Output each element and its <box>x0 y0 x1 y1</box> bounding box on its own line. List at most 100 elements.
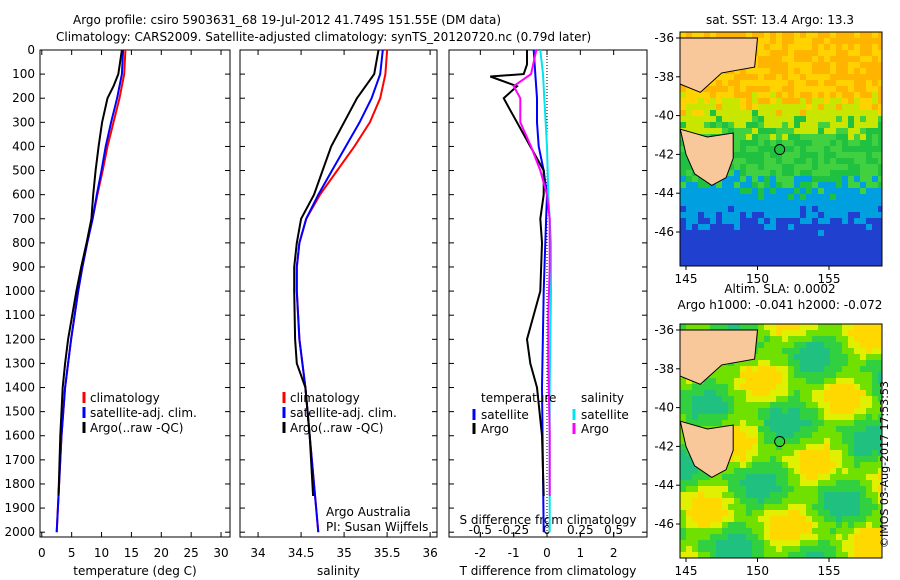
field-cell <box>794 486 800 492</box>
field-cell <box>800 218 806 224</box>
field-cell <box>812 68 818 74</box>
legend-label: Argo(..raw -QC) <box>90 421 183 435</box>
field-cell <box>776 438 782 444</box>
field-cell <box>806 152 812 158</box>
field-cell <box>722 224 728 230</box>
field-cell <box>752 110 758 116</box>
field-cell <box>680 378 686 384</box>
field-cell <box>740 522 746 528</box>
field-cell <box>806 116 812 122</box>
field-cell <box>806 104 812 110</box>
field-cell <box>830 254 836 260</box>
field-cell <box>794 122 800 128</box>
field-cell <box>848 164 854 170</box>
field-cell <box>860 450 866 456</box>
field-cell <box>722 92 728 98</box>
field-cell <box>842 324 848 330</box>
field-cell <box>872 164 878 170</box>
field-cell <box>818 528 824 534</box>
field-cell <box>734 324 740 330</box>
field-cell <box>746 98 752 104</box>
field-cell <box>728 498 734 504</box>
field-cell <box>848 510 854 516</box>
field-cell <box>782 534 788 540</box>
field-cell <box>842 194 848 200</box>
field-cell <box>734 74 740 80</box>
field-cell <box>782 218 788 224</box>
field-cell <box>872 342 878 348</box>
field-cell <box>842 348 848 354</box>
field-cell <box>806 390 812 396</box>
field-cell <box>734 110 740 116</box>
field-cell <box>818 44 824 50</box>
field-cell <box>812 438 818 444</box>
field-cell <box>752 182 758 188</box>
field-cell <box>752 134 758 140</box>
field-cell <box>716 486 722 492</box>
field-cell <box>722 546 728 552</box>
field-cell <box>794 98 800 104</box>
field-cell <box>842 104 848 110</box>
field-cell <box>710 80 716 86</box>
field-cell <box>848 110 854 116</box>
field-cell <box>806 480 812 486</box>
field-cell <box>764 360 770 366</box>
field-cell <box>866 98 872 104</box>
field-cell <box>848 182 854 188</box>
field-cell <box>806 146 812 152</box>
field-cell <box>794 218 800 224</box>
y-tick-label: -44 <box>654 186 674 200</box>
field-cell <box>830 248 836 254</box>
field-cell <box>806 194 812 200</box>
field-cell <box>854 468 860 474</box>
field-cell <box>776 474 782 480</box>
field-cell <box>830 468 836 474</box>
field-cell <box>746 182 752 188</box>
field-cell <box>770 450 776 456</box>
field-cell <box>848 152 854 158</box>
field-cell <box>800 528 806 534</box>
field-cell <box>752 158 758 164</box>
field-cell <box>776 444 782 450</box>
field-cell <box>854 116 860 122</box>
field-cell <box>710 516 716 522</box>
field-cell <box>776 254 782 260</box>
field-cell <box>770 38 776 44</box>
field-cell <box>812 224 818 230</box>
field-cell <box>782 164 788 170</box>
field-cell <box>866 456 872 462</box>
field-cell <box>818 32 824 38</box>
field-cell <box>836 414 842 420</box>
field-cell <box>770 498 776 504</box>
field-cell <box>806 528 812 534</box>
field-cell <box>752 212 758 218</box>
field-cell <box>806 200 812 206</box>
field-cell <box>758 110 764 116</box>
field-cell <box>746 510 752 516</box>
field-cell <box>782 50 788 56</box>
field-cell <box>860 402 866 408</box>
field-cell <box>788 50 794 56</box>
field-cell <box>842 248 848 254</box>
field-cell <box>878 438 882 444</box>
field-cell <box>722 486 728 492</box>
field-cell <box>836 254 842 260</box>
field-cell <box>758 254 764 260</box>
field-cell <box>806 176 812 182</box>
field-cell <box>836 462 842 468</box>
field-cell <box>854 38 860 44</box>
field-cell <box>758 384 764 390</box>
field-cell <box>758 366 764 372</box>
field-cell <box>704 516 710 522</box>
field-cell <box>860 32 866 38</box>
field-cell <box>746 444 752 450</box>
field-cell <box>842 164 848 170</box>
field-cell <box>872 236 878 242</box>
field-cell <box>818 480 824 486</box>
field-cell <box>794 86 800 92</box>
field-cell <box>878 62 882 68</box>
y-tick-label: 1400 <box>4 381 35 395</box>
field-cell <box>794 438 800 444</box>
field-cell <box>788 176 794 182</box>
field-cell <box>776 236 782 242</box>
